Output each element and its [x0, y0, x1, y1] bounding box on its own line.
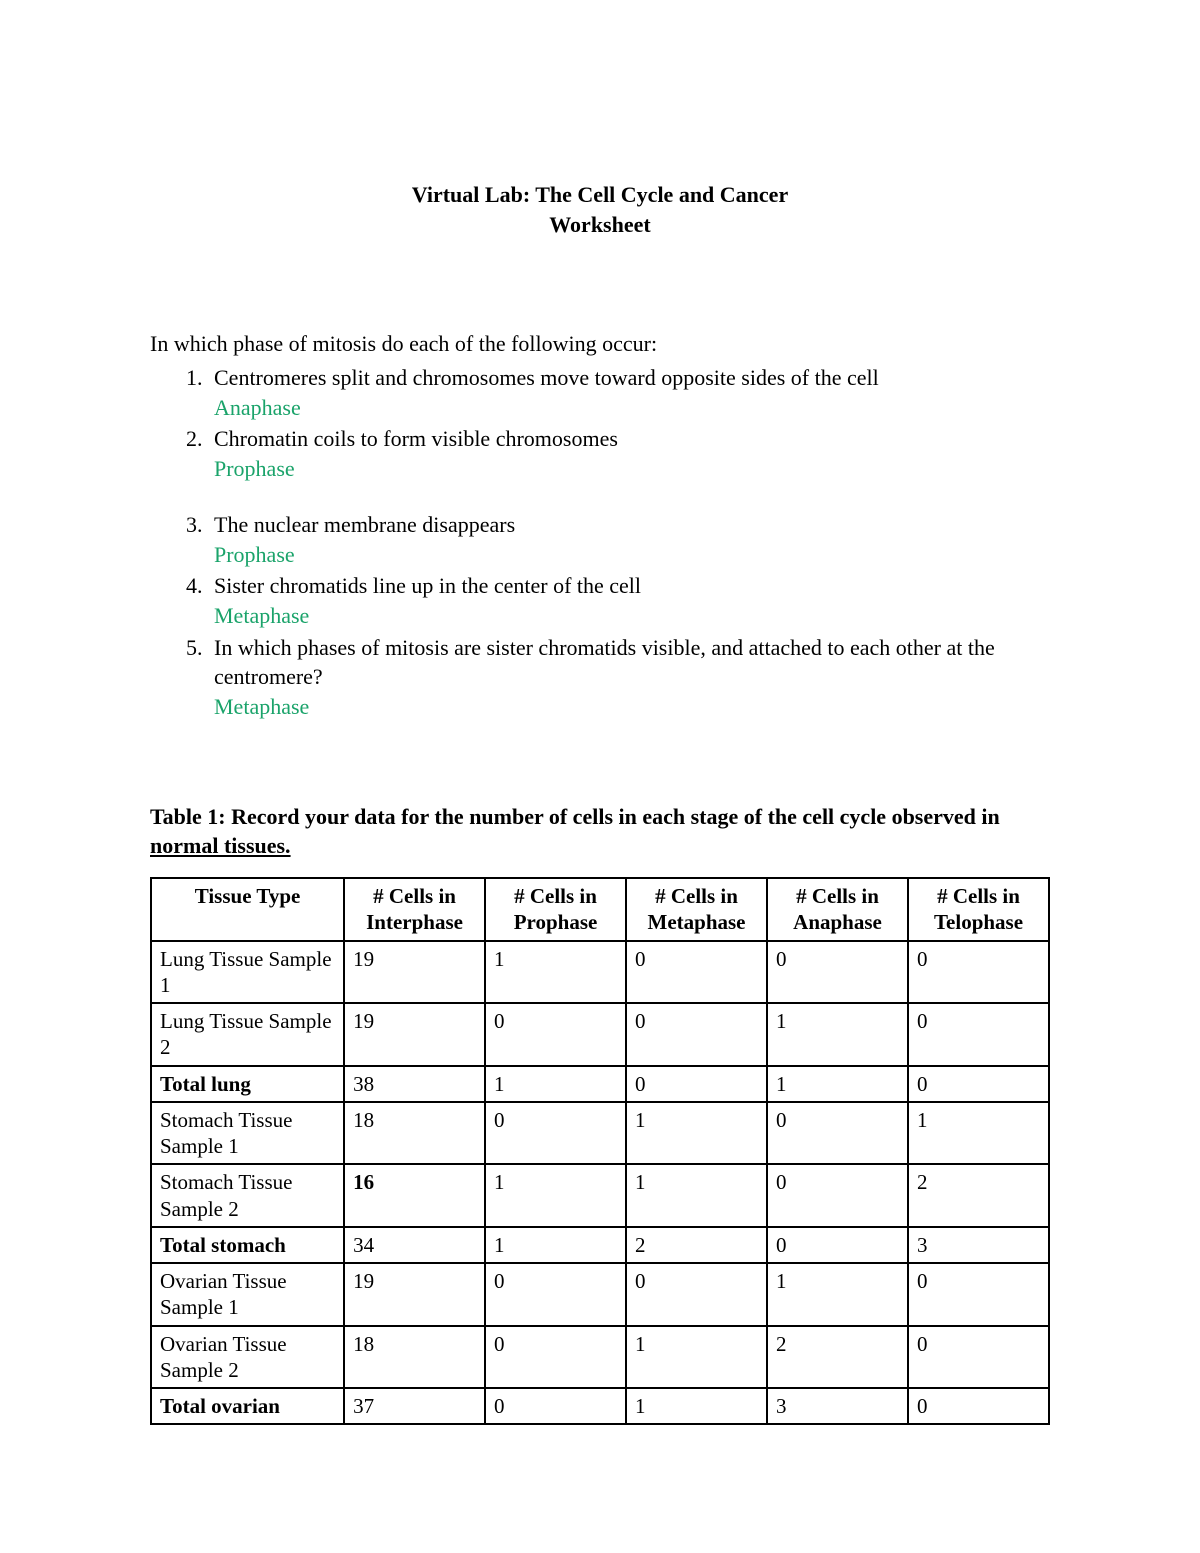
table-cell-label: Total lung — [151, 1066, 344, 1102]
table-cell: 1 — [485, 941, 626, 1004]
table-cell: 1 — [626, 1388, 767, 1424]
table-caption-underlined: normal tissues. — [150, 833, 291, 858]
table-header-cell: # Cells inTelophase — [908, 878, 1049, 941]
table-cell: 0 — [626, 941, 767, 1004]
answer-text: Metaphase — [214, 603, 309, 628]
table-cell: 34 — [344, 1227, 485, 1263]
intro-text: In which phase of mitosis do each of the… — [150, 329, 1050, 359]
table-cell: 0 — [908, 1263, 1049, 1326]
table-row: Ovarian Tissue Sample 2180120 — [151, 1326, 1049, 1389]
table-cell: 19 — [344, 1003, 485, 1066]
table-cell: 0 — [767, 1164, 908, 1227]
table-cell: 16 — [344, 1164, 485, 1227]
table-cell: 0 — [767, 941, 908, 1004]
worksheet-page: Virtual Lab: The Cell Cycle and Cancer W… — [0, 0, 1200, 1553]
table-cell: 1 — [485, 1227, 626, 1263]
table-cell-label: Lung Tissue Sample 2 — [151, 1003, 344, 1066]
answer-text: Anaphase — [214, 395, 301, 420]
table-cell: 0 — [908, 1388, 1049, 1424]
table-cell: 0 — [908, 1326, 1049, 1389]
table-cell-label: Lung Tissue Sample 1 — [151, 941, 344, 1004]
table-header-row: Tissue Type# Cells inInterphase# Cells i… — [151, 878, 1049, 941]
table-cell: 1 — [767, 1003, 908, 1066]
table-cell: 38 — [344, 1066, 485, 1102]
table-cell: 0 — [485, 1388, 626, 1424]
table-row: Ovarian Tissue Sample 1190010 — [151, 1263, 1049, 1326]
table-cell: 0 — [908, 1066, 1049, 1102]
table-cell: 3 — [908, 1227, 1049, 1263]
table-cell: 2 — [626, 1227, 767, 1263]
table-cell: 0 — [767, 1227, 908, 1263]
table-cell: 0 — [485, 1102, 626, 1165]
table-cell: 0 — [626, 1263, 767, 1326]
table-cell-label: Stomach Tissue Sample 2 — [151, 1164, 344, 1227]
question-item: Chromatin coils to form visible chromoso… — [208, 424, 1050, 483]
table-cell-label: Ovarian Tissue Sample 2 — [151, 1326, 344, 1389]
answer-text: Prophase — [214, 542, 295, 567]
page-title: Virtual Lab: The Cell Cycle and Cancer W… — [150, 180, 1050, 239]
table-header-cell: Tissue Type — [151, 878, 344, 941]
title-line-2: Worksheet — [150, 210, 1050, 240]
data-table: Tissue Type# Cells inInterphase# Cells i… — [150, 877, 1050, 1425]
table-cell: 0 — [485, 1003, 626, 1066]
table-cell: 0 — [908, 941, 1049, 1004]
table-head: Tissue Type# Cells inInterphase# Cells i… — [151, 878, 1049, 941]
table-header-cell: # Cells inAnaphase — [767, 878, 908, 941]
question-item: In which phases of mitosis are sister ch… — [208, 633, 1050, 722]
table-cell: 1 — [626, 1164, 767, 1227]
table-cell: 0 — [626, 1066, 767, 1102]
table-body: Lung Tissue Sample 1191000Lung Tissue Sa… — [151, 941, 1049, 1425]
table-caption: Table 1: Record your data for the number… — [150, 802, 1050, 861]
question-item: The nuclear membrane disappears Prophase — [208, 510, 1050, 569]
answer-text: Prophase — [214, 456, 295, 481]
table-cell: 0 — [767, 1102, 908, 1165]
table-cell: 1 — [626, 1326, 767, 1389]
table-cell: 19 — [344, 941, 485, 1004]
table-cell: 1 — [767, 1263, 908, 1326]
table-row: Total lung381010 — [151, 1066, 1049, 1102]
table-header-cell: # Cells inProphase — [485, 878, 626, 941]
table-cell: 1 — [485, 1066, 626, 1102]
table-cell: 0 — [485, 1326, 626, 1389]
question-item: Sister chromatids line up in the center … — [208, 571, 1050, 630]
table-cell: 0 — [485, 1263, 626, 1326]
table-cell: 0 — [908, 1003, 1049, 1066]
table-cell: 1 — [767, 1066, 908, 1102]
question-item: Centromeres split and chromosomes move t… — [208, 363, 1050, 422]
table-cell-label: Total ovarian — [151, 1388, 344, 1424]
table-row: Lung Tissue Sample 1191000 — [151, 941, 1049, 1004]
table-cell: 1 — [908, 1102, 1049, 1165]
table-cell: 0 — [626, 1003, 767, 1066]
table-row: Stomach Tissue Sample 2161102 — [151, 1164, 1049, 1227]
table-cell-label: Ovarian Tissue Sample 1 — [151, 1263, 344, 1326]
question-text: Chromatin coils to form visible chromoso… — [214, 426, 618, 451]
table-cell-label: Total stomach — [151, 1227, 344, 1263]
table-row: Stomach Tissue Sample 1180101 — [151, 1102, 1049, 1165]
table-row: Total stomach341203 — [151, 1227, 1049, 1263]
table-caption-prefix: Table 1: Record your data for the number… — [150, 804, 1000, 829]
table-row: Lung Tissue Sample 2190010 — [151, 1003, 1049, 1066]
title-line-1: Virtual Lab: The Cell Cycle and Cancer — [150, 180, 1050, 210]
question-text: The nuclear membrane disappears — [214, 512, 515, 537]
table-cell: 37 — [344, 1388, 485, 1424]
table-cell: 3 — [767, 1388, 908, 1424]
table-cell: 19 — [344, 1263, 485, 1326]
table-header-cell: # Cells inMetaphase — [626, 878, 767, 941]
table-header-cell: # Cells inInterphase — [344, 878, 485, 941]
table-cell: 18 — [344, 1102, 485, 1165]
table-cell: 18 — [344, 1326, 485, 1389]
question-list: Centromeres split and chromosomes move t… — [178, 363, 1050, 722]
question-text: In which phases of mitosis are sister ch… — [214, 635, 995, 690]
question-text: Sister chromatids line up in the center … — [214, 573, 641, 598]
table-row: Total ovarian370130 — [151, 1388, 1049, 1424]
table-cell: 2 — [767, 1326, 908, 1389]
answer-text: Metaphase — [214, 694, 309, 719]
table-cell: 1 — [485, 1164, 626, 1227]
table-cell: 2 — [908, 1164, 1049, 1227]
table-cell-label: Stomach Tissue Sample 1 — [151, 1102, 344, 1165]
question-text: Centromeres split and chromosomes move t… — [214, 365, 879, 390]
table-cell: 1 — [626, 1102, 767, 1165]
